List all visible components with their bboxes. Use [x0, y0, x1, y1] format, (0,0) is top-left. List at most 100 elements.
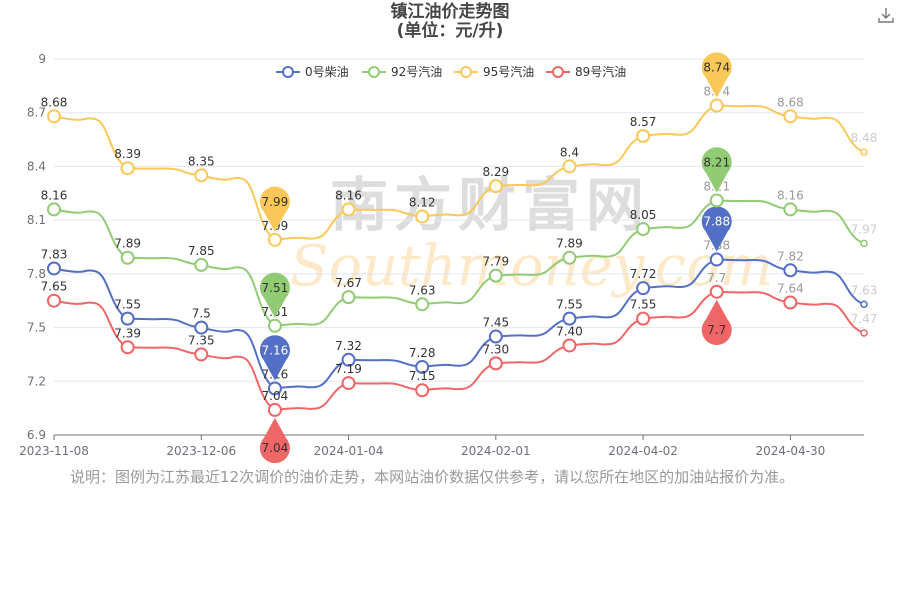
data-point — [562, 159, 577, 174]
max-pin-label: 8.21 — [703, 155, 730, 169]
data-label: 7.79 — [482, 255, 509, 269]
data-label: 7.64 — [777, 282, 804, 296]
data-label: 8.4 — [560, 145, 579, 159]
x-tick-label: 2024-04-02 — [608, 444, 678, 458]
legend-marker — [552, 66, 564, 78]
min-pin — [259, 417, 290, 464]
data-label: 7.55 — [630, 298, 657, 312]
data-label: 7.97 — [851, 222, 878, 236]
chart-note: 说明：图例为江苏最近12次调价的油价走势，本网站油价数据仅供参考，请以您所在地区… — [70, 468, 795, 486]
data-point — [562, 311, 577, 326]
data-label: 7.85 — [188, 244, 215, 258]
data-point — [562, 338, 577, 353]
data-label: 7.35 — [188, 333, 215, 347]
max-pin — [701, 206, 732, 252]
data-point — [783, 109, 798, 124]
y-tick-label: 8.7 — [27, 106, 46, 120]
series-line — [53, 258, 865, 390]
data-label: 7.67 — [335, 276, 362, 290]
data-point — [709, 193, 724, 208]
data-point — [120, 161, 135, 176]
data-point — [267, 232, 282, 247]
min-pin-label: 7.16 — [262, 343, 289, 357]
title-text: 镇江油价走势图 — [390, 2, 510, 22]
legend-label: 92号汽油 — [391, 64, 442, 79]
data-point — [415, 359, 430, 374]
max-pin-label: 7.88 — [703, 215, 730, 229]
data-point — [860, 300, 868, 309]
data-point — [415, 383, 430, 398]
max-pin-label: 7.7 — [707, 323, 726, 337]
data-label: 8.29 — [482, 165, 509, 179]
data-point — [709, 252, 724, 267]
min-pin-label: 7.99 — [262, 195, 289, 209]
data-label: 7.89 — [114, 237, 141, 251]
data-point — [267, 402, 282, 417]
data-point — [636, 128, 651, 143]
data-point — [341, 376, 356, 391]
y-tick-label: 6.9 — [27, 428, 46, 442]
data-label: 7.7 — [707, 271, 726, 285]
data-point — [120, 250, 135, 265]
max-pin-label: 8.74 — [703, 61, 730, 75]
data-label: 7.55 — [114, 298, 141, 312]
data-point — [783, 202, 798, 217]
data-label: 7.55 — [556, 298, 583, 312]
data-label: 8.16 — [777, 188, 804, 202]
legend-marker — [460, 66, 472, 78]
data-label: 7.5 — [192, 307, 211, 321]
data-label: 7.89 — [556, 237, 583, 251]
data-point — [47, 202, 61, 217]
y-tick-label: 9 — [38, 52, 46, 66]
max-pin — [701, 52, 732, 98]
data-point — [636, 311, 651, 326]
x-tick-label: 2024-01-04 — [314, 444, 384, 458]
legend-marker — [368, 66, 380, 78]
data-label: 8.68 — [777, 95, 804, 109]
data-label: 8.48 — [851, 131, 878, 145]
y-tick-label: 7.8 — [27, 267, 46, 281]
data-label: 7.15 — [409, 369, 436, 383]
min-pin-label: 7.04 — [262, 441, 289, 455]
data-label: 7.47 — [851, 312, 878, 326]
data-label: 8.16 — [41, 188, 68, 202]
data-point — [341, 352, 356, 367]
data-label: 7.04 — [262, 389, 289, 403]
subtitle-text: (单位：元/升) — [396, 21, 504, 41]
data-label: 7.30 — [482, 342, 509, 356]
data-label: 7.65 — [41, 280, 68, 294]
data-point — [47, 109, 61, 124]
legend-label: 89号汽油 — [575, 64, 626, 79]
data-point — [783, 263, 798, 278]
data-point — [194, 320, 209, 335]
data-point — [267, 318, 282, 333]
data-point — [341, 202, 356, 217]
data-label: 8.68 — [41, 95, 68, 109]
max-pin — [701, 147, 732, 193]
data-label: 7.32 — [335, 339, 362, 353]
data-label: 7.63 — [851, 283, 878, 297]
data-point — [415, 297, 430, 312]
min-pin — [259, 272, 290, 318]
data-label: 7.40 — [556, 324, 583, 338]
data-label: 8.16 — [335, 188, 362, 202]
data-point — [562, 250, 577, 265]
series-line — [53, 290, 865, 411]
data-point — [120, 340, 135, 355]
data-label: 8.05 — [630, 208, 657, 222]
y-tick-label: 8.1 — [27, 213, 46, 227]
data-label: 7.45 — [482, 316, 509, 330]
data-label: 7.39 — [114, 326, 141, 340]
data-point — [194, 257, 209, 272]
data-label: 7.82 — [777, 249, 804, 263]
data-label: 7.19 — [335, 362, 362, 376]
data-label: 8.39 — [114, 147, 141, 161]
data-point — [194, 168, 209, 183]
data-label: 8.57 — [630, 115, 657, 129]
data-point — [120, 311, 135, 326]
data-point — [488, 356, 503, 371]
download-icon[interactable] — [877, 6, 895, 24]
data-point — [709, 284, 724, 299]
watermark-text: 南方财富网 — [330, 171, 650, 239]
